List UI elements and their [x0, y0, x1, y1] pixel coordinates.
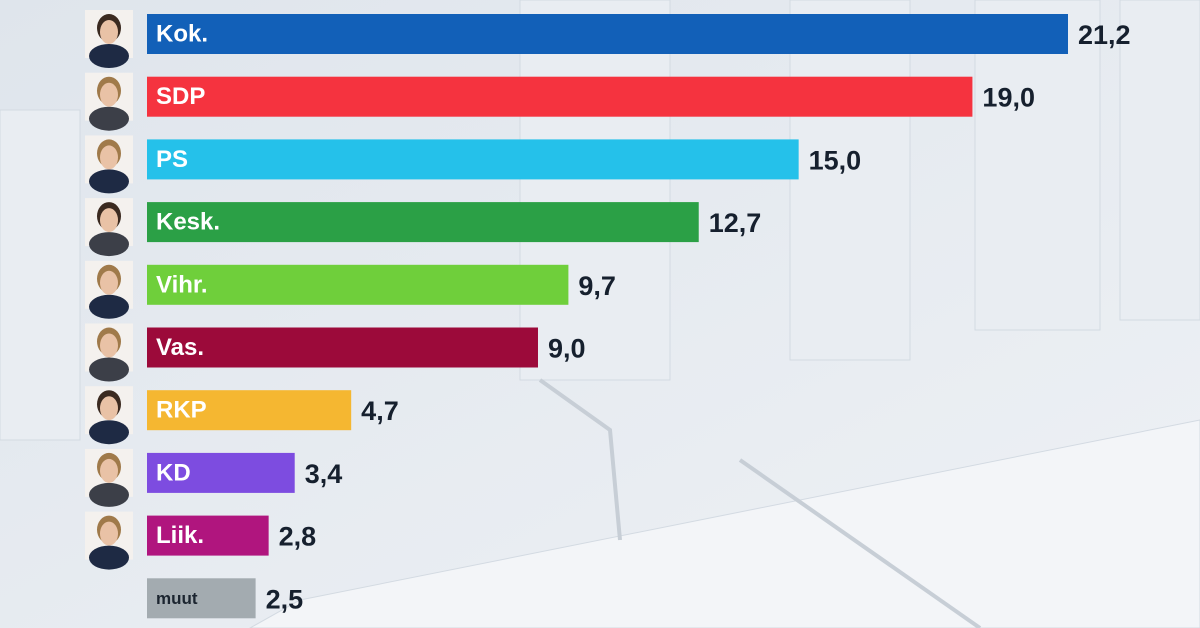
bar: [147, 76, 973, 117]
value-label: 3,4: [305, 459, 343, 489]
portrait-body: [89, 294, 129, 319]
portrait-body: [89, 232, 129, 257]
portrait-face: [100, 458, 118, 483]
portrait-face: [100, 270, 118, 295]
bar-label: SDP: [156, 83, 205, 110]
bar: [147, 14, 1068, 54]
bar-label: KD: [156, 459, 191, 486]
bar-label: Liik.: [156, 522, 204, 549]
value-label: 2,8: [279, 522, 317, 552]
portrait-body: [89, 169, 129, 194]
portrait-face: [100, 333, 118, 358]
portrait-body: [89, 482, 129, 507]
bar: [147, 202, 699, 243]
bar-label: Vihr.: [156, 271, 208, 298]
portrait-body: [89, 44, 129, 68]
value-label: 9,0: [548, 334, 586, 364]
portrait-face: [100, 521, 118, 546]
portrait-body: [89, 106, 129, 131]
bar: [147, 264, 569, 305]
bar-label: muut: [156, 589, 198, 608]
portrait-face: [100, 396, 118, 421]
bar-label: Kesk.: [156, 209, 220, 236]
portrait-face: [100, 20, 118, 44]
bar: [147, 515, 269, 556]
bar-label: Vas.: [156, 334, 204, 361]
portrait-body: [89, 357, 129, 382]
portrait-face: [100, 145, 118, 170]
value-label: 9,7: [578, 271, 616, 301]
portrait-body: [89, 545, 129, 570]
bar: [147, 139, 799, 180]
value-label: 21,2: [1078, 20, 1131, 50]
bar-label: RKP: [156, 397, 207, 424]
bar: [147, 578, 256, 619]
bar-label: PS: [156, 146, 188, 173]
portraits: [85, 10, 133, 570]
portrait-body: [89, 420, 129, 445]
portrait-face: [100, 82, 118, 107]
bar: [147, 452, 295, 493]
value-label: 12,7: [709, 208, 762, 238]
bar: [147, 327, 538, 368]
value-label: 4,7: [361, 396, 399, 426]
value-label: 2,5: [266, 584, 304, 614]
bar: [147, 390, 352, 431]
portrait-face: [100, 208, 118, 233]
value-label: 15,0: [809, 145, 862, 175]
value-label: 19,0: [982, 83, 1035, 113]
bar-label: Kok.: [156, 21, 208, 48]
